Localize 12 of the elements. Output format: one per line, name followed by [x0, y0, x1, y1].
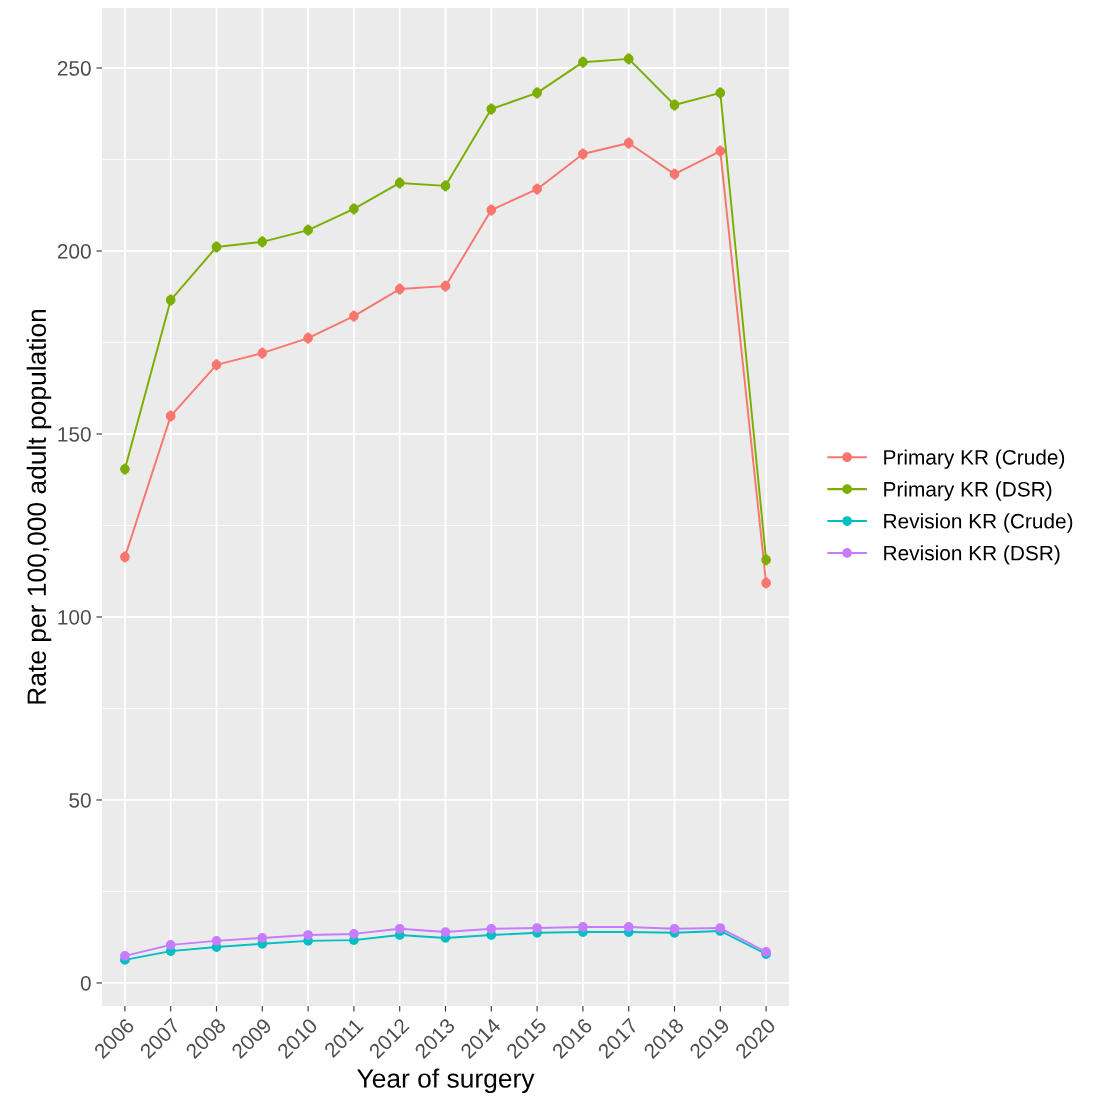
y-tick-label: 150 [58, 426, 91, 442]
y-tick-label: 200 [57, 244, 91, 259]
y-tick-label: 100 [58, 609, 91, 625]
legend-label: Primary KR (Crude) [884, 449, 1065, 469]
x-axis-title: Year of surgery [357, 1068, 535, 1094]
legend-label: Primary KR (DSR) [884, 481, 1052, 501]
y-tick-label: 50 [69, 792, 91, 808]
y-axis-title: Rate per 100,000 adult population [26, 309, 52, 704]
legend-label: Revision KR (DSR) [884, 545, 1060, 565]
y-tick-label: 250 [57, 61, 91, 76]
legend-label: Revision KR (Crude) [884, 513, 1073, 533]
y-tick-label: 0 [80, 975, 91, 991]
